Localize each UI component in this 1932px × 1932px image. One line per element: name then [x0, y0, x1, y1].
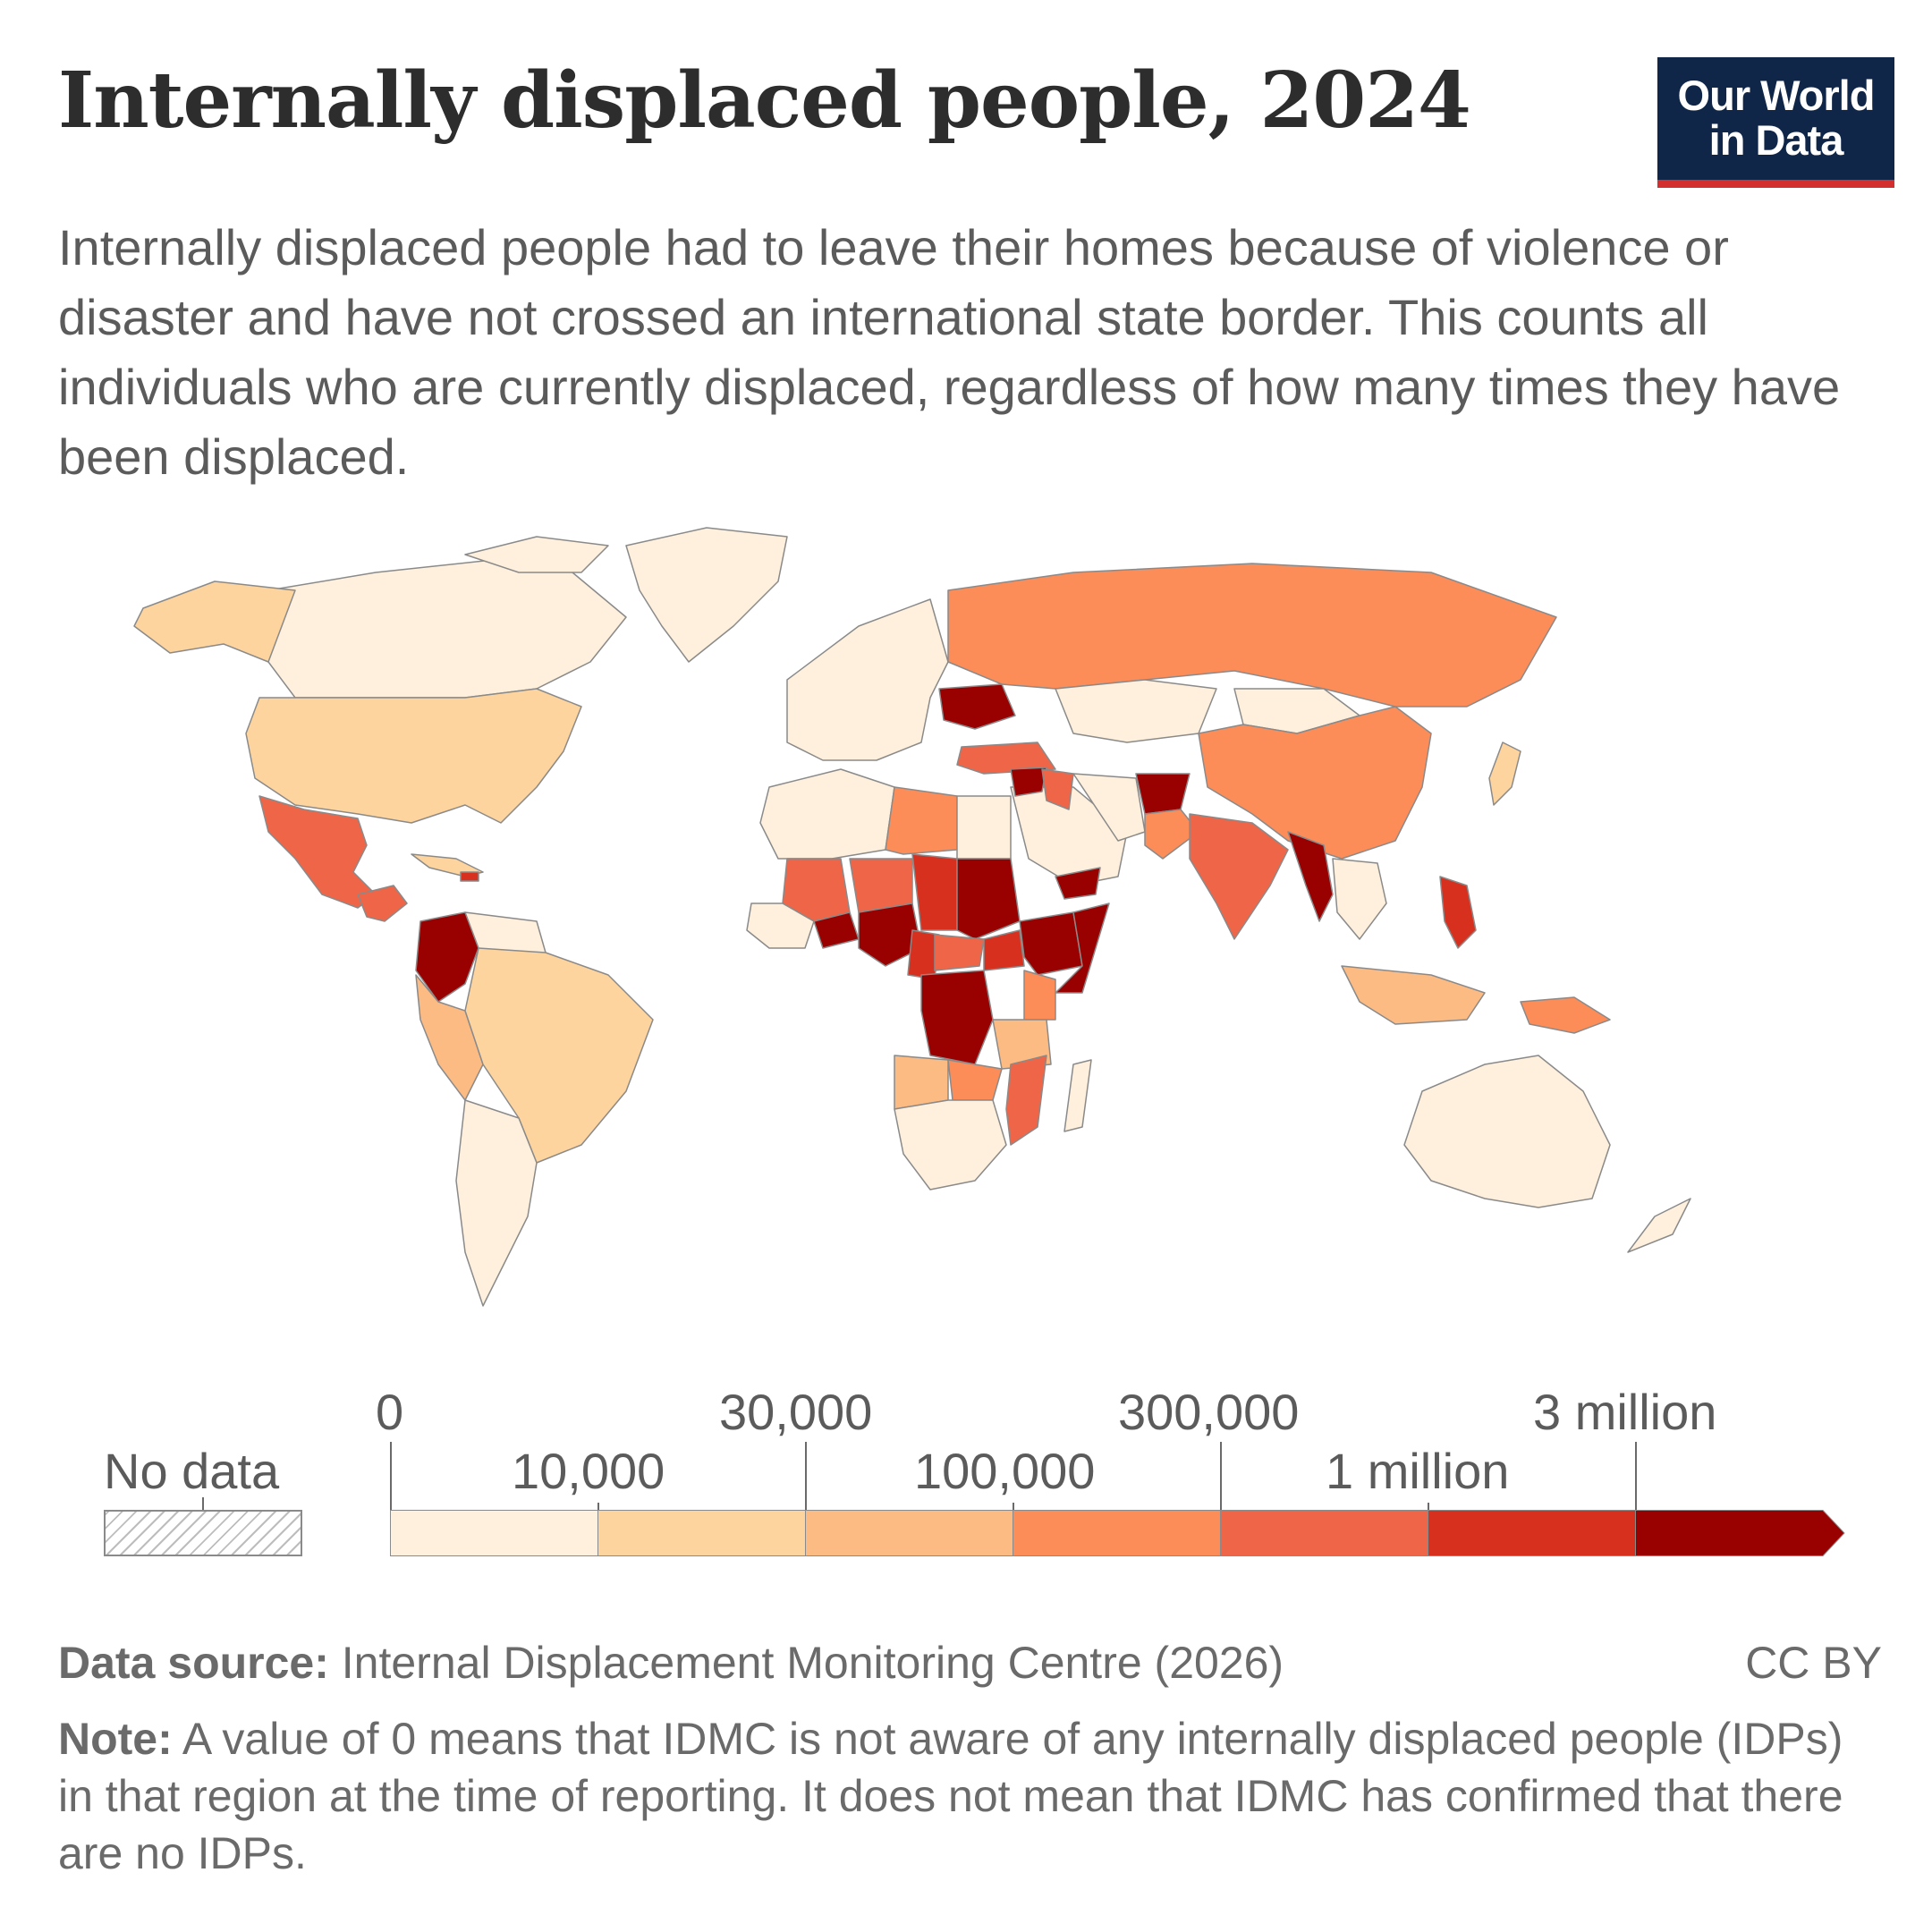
region-kenya[interactable]: [1023, 970, 1056, 1021]
region-usa[interactable]: [245, 688, 582, 824]
chart-note: Note: A value of 0 means that IDMC is no…: [58, 1710, 1874, 1882]
region-ukraine[interactable]: [938, 683, 1016, 730]
region-sudan[interactable]: [956, 858, 1021, 940]
region-australia[interactable]: [1403, 1055, 1611, 1208]
region-arctic-islands[interactable]: [464, 536, 609, 573]
region-tanzania[interactable]: [992, 1019, 1052, 1070]
region-west-africa[interactable]: [746, 902, 815, 949]
region-philippines[interactable]: [1439, 876, 1477, 949]
region-brazil[interactable]: [464, 947, 654, 1164]
legend-tick-label-100000: 100,000: [914, 1443, 1096, 1499]
region-greenland[interactable]: [625, 527, 788, 663]
region-canada[interactable]: [232, 558, 627, 699]
region-north-africa[interactable]: [759, 768, 895, 860]
region-syria[interactable]: [1010, 767, 1047, 797]
legend-tick-label-0: 0: [376, 1384, 404, 1440]
note-label: Note:: [58, 1714, 173, 1764]
legend-bin-6[interactable]: [1635, 1510, 1846, 1556]
legend-tick-label-3m: 3 million: [1533, 1384, 1717, 1440]
region-yemen[interactable]: [1055, 867, 1101, 900]
legend-tick-3: [1013, 1503, 1014, 1510]
region-kazakhstan[interactable]: [1055, 679, 1217, 743]
legend-bin-5[interactable]: [1428, 1510, 1636, 1556]
legend-tick-5: [1428, 1503, 1429, 1510]
region-southern-africa[interactable]: [894, 1099, 1007, 1191]
chart-title: Internally displaced people, 2024: [58, 55, 1471, 146]
region-europe[interactable]: [786, 598, 949, 761]
legend-tick-0: [390, 1442, 392, 1510]
region-japan[interactable]: [1488, 741, 1521, 806]
region-afghanistan[interactable]: [1135, 773, 1191, 815]
world-map: [133, 527, 1691, 1307]
legend-bin-0[interactable]: [390, 1510, 598, 1556]
legend-tick-label-300000: 300,000: [1118, 1384, 1300, 1440]
logo-line-2: in Data: [1708, 116, 1844, 164]
region-central-america[interactable]: [357, 885, 408, 922]
region-myanmar[interactable]: [1287, 831, 1334, 922]
legend-tick-1: [597, 1503, 599, 1510]
region-new-zealand[interactable]: [1627, 1198, 1691, 1253]
region-southeast-asia[interactable]: [1332, 858, 1387, 940]
source-label: Data source:: [58, 1638, 329, 1688]
region-haiti[interactable]: [460, 871, 479, 882]
legend-bin-2[interactable]: [805, 1510, 1013, 1556]
legend-tick-label-30000: 30,000: [719, 1384, 873, 1440]
legend-tick-label-10000: 10,000: [512, 1443, 665, 1499]
region-somalia[interactable]: [1055, 902, 1110, 994]
legend-tick-4: [1220, 1442, 1222, 1510]
no-data-swatch[interactable]: [104, 1510, 302, 1556]
region-pakistan[interactable]: [1144, 809, 1199, 860]
legend-tick-label-1m: 1 million: [1326, 1443, 1510, 1499]
region-alaska[interactable]: [133, 580, 296, 663]
note-text: A value of 0 means that IDMC is not awar…: [58, 1714, 1843, 1878]
region-nigeria[interactable]: [858, 902, 922, 967]
region-peru[interactable]: [415, 974, 484, 1101]
legend-tick-2: [805, 1442, 807, 1510]
legend-bin-3[interactable]: [1013, 1510, 1221, 1556]
legend-bin-4[interactable]: [1220, 1510, 1428, 1556]
source-text[interactable]: Internal Displacement Monitoring Centre …: [328, 1638, 1284, 1688]
region-drc[interactable]: [920, 970, 994, 1065]
region-southern-cone[interactable]: [455, 1099, 538, 1307]
region-china[interactable]: [1198, 706, 1432, 860]
no-data-tick: [202, 1497, 204, 1510]
legend-tick-6: [1635, 1442, 1637, 1510]
region-chad[interactable]: [911, 853, 958, 931]
region-car[interactable]: [934, 934, 985, 971]
region-south-sudan[interactable]: [983, 929, 1025, 971]
region-zambia[interactable]: [947, 1059, 1003, 1101]
region-russia[interactable]: [947, 563, 1557, 708]
logo-line-1: Our World: [1677, 72, 1876, 119]
region-indonesia[interactable]: [1341, 965, 1486, 1025]
region-ethiopia[interactable]: [1019, 911, 1083, 976]
license-label[interactable]: CC BY: [1745, 1638, 1882, 1688]
chart-subtitle: Internally displaced people had to leave…: [58, 219, 1841, 485]
region-iraq[interactable]: [1041, 768, 1074, 810]
data-source: Data source: Internal Displacement Monit…: [58, 1637, 1284, 1689]
region-egypt[interactable]: [956, 795, 1012, 860]
region-libya[interactable]: [885, 786, 958, 855]
owid-logo[interactable]: Our World in Data: [1657, 57, 1894, 188]
region-india[interactable]: [1189, 813, 1289, 940]
region-mozambique[interactable]: [1005, 1055, 1047, 1146]
no-data-label: No data: [104, 1443, 280, 1499]
legend-bin-1[interactable]: [597, 1510, 806, 1556]
region-madagascar[interactable]: [1063, 1059, 1092, 1132]
region-png[interactable]: [1520, 996, 1611, 1034]
